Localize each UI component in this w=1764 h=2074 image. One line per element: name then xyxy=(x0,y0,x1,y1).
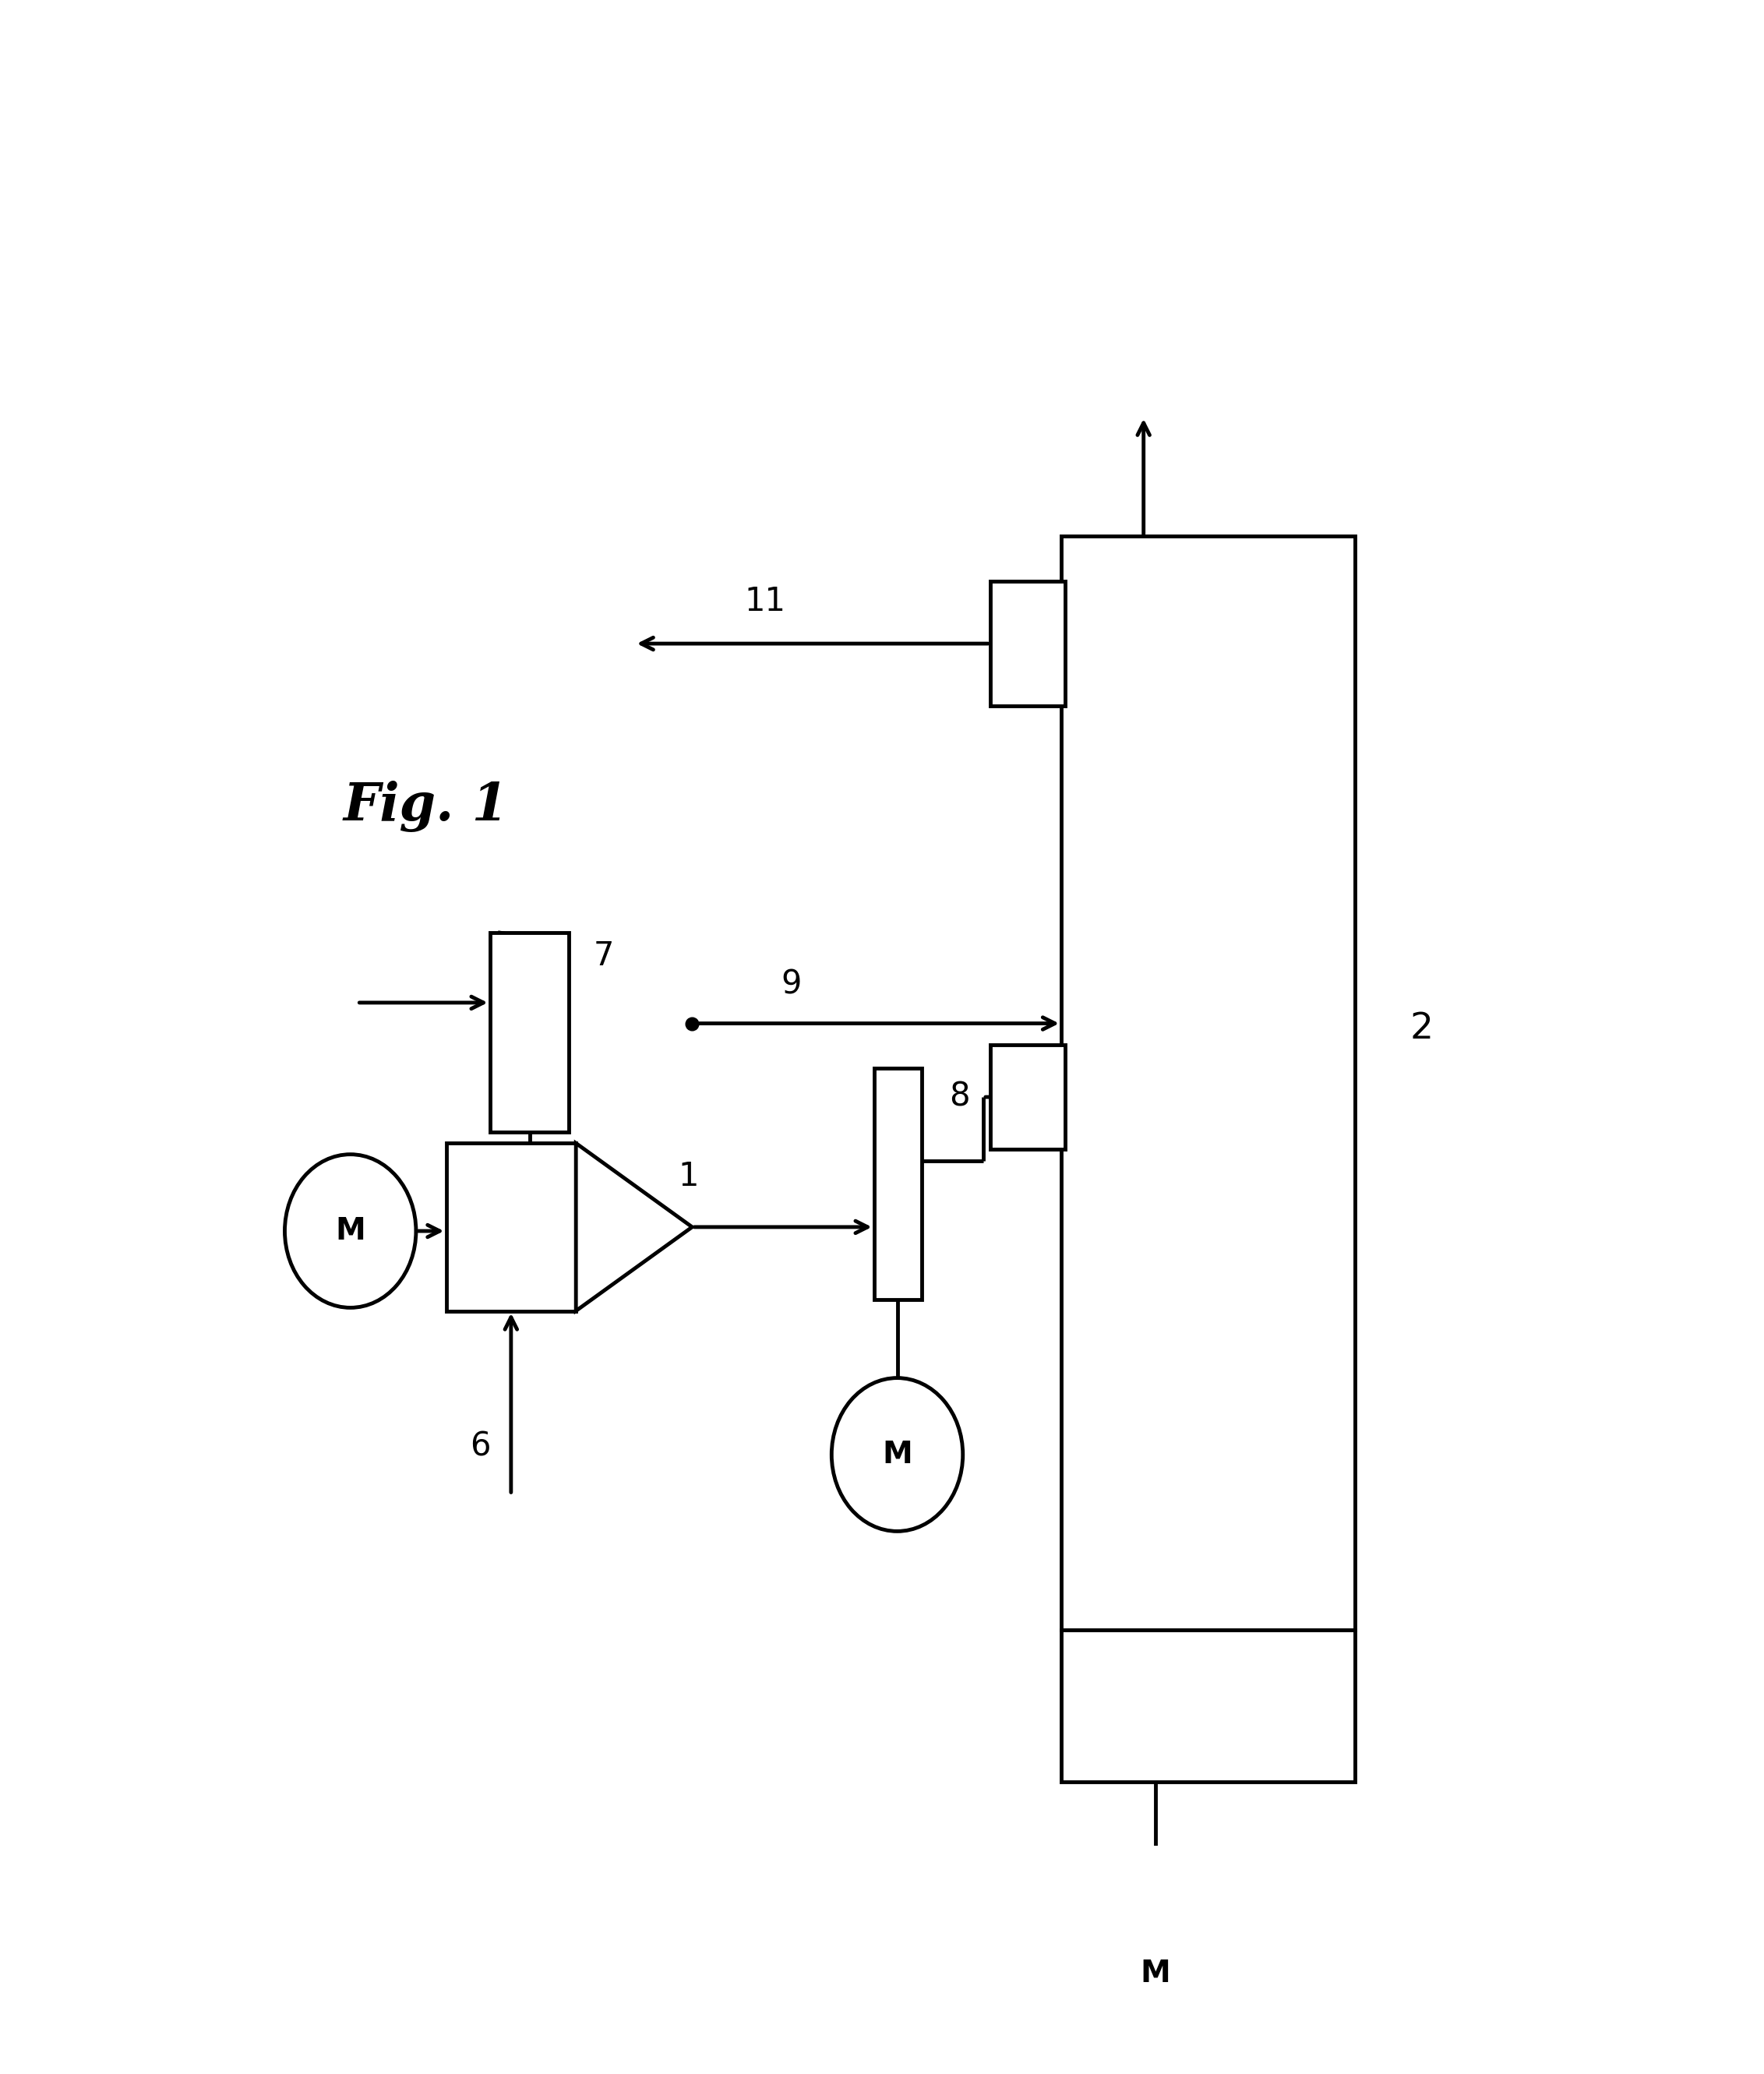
Text: 2: 2 xyxy=(1409,1012,1434,1045)
Circle shape xyxy=(1080,1885,1231,2062)
Bar xyxy=(446,1143,575,1311)
Text: 1: 1 xyxy=(679,1159,699,1193)
Bar xyxy=(990,1045,1065,1149)
Bar xyxy=(873,1068,923,1300)
Text: M: M xyxy=(335,1215,365,1246)
Text: 8: 8 xyxy=(949,1081,970,1114)
Text: M: M xyxy=(1140,1958,1171,1989)
Text: 6: 6 xyxy=(469,1431,490,1462)
Circle shape xyxy=(284,1155,416,1309)
Bar xyxy=(1062,1630,1355,1782)
Polygon shape xyxy=(575,1143,691,1311)
Bar xyxy=(490,933,570,1132)
Text: 9: 9 xyxy=(781,969,801,1002)
Bar xyxy=(1062,537,1355,1630)
Bar xyxy=(990,581,1065,705)
Text: Fig. 1: Fig. 1 xyxy=(344,780,508,832)
Text: 7: 7 xyxy=(594,940,614,973)
Text: M: M xyxy=(882,1439,912,1468)
Text: 11: 11 xyxy=(744,585,785,618)
Circle shape xyxy=(831,1377,963,1531)
